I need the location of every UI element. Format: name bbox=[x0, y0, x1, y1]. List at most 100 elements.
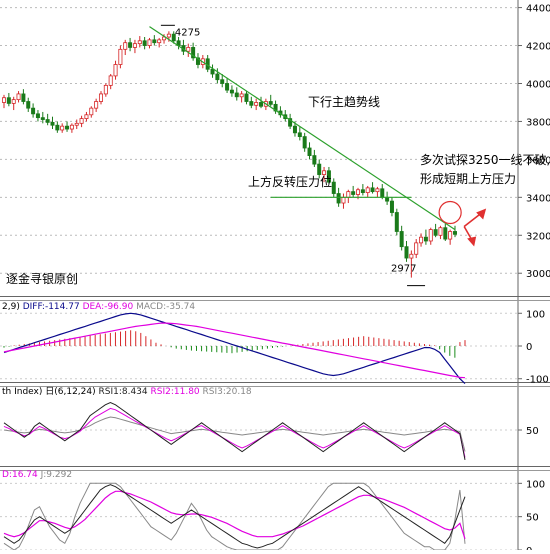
y-tick-label: 3000 bbox=[526, 269, 550, 280]
annotation-low: 2977 bbox=[391, 264, 416, 275]
candle bbox=[186, 47, 191, 52]
y-tick-label: 3200 bbox=[526, 231, 550, 242]
candle bbox=[60, 125, 65, 131]
candle bbox=[31, 107, 36, 115]
y-tick-label: 4000 bbox=[526, 79, 550, 90]
indicator-header: th Index) 日(6,12,24) RSI1:8.434 RSI2:11.… bbox=[2, 386, 252, 397]
candle bbox=[244, 93, 249, 102]
candle bbox=[6, 97, 11, 104]
header-part: MACD:-35.74 bbox=[136, 302, 195, 312]
candle bbox=[16, 93, 21, 101]
candle bbox=[65, 125, 70, 130]
candle bbox=[351, 191, 356, 195]
indicator-header: D:16.74 J:9.292 bbox=[2, 470, 72, 480]
candle bbox=[147, 39, 152, 46]
candle bbox=[292, 125, 297, 134]
candle bbox=[118, 48, 123, 65]
candle bbox=[152, 39, 157, 44]
candle bbox=[322, 170, 327, 175]
candle bbox=[448, 231, 453, 240]
candle bbox=[428, 229, 433, 242]
annotation-resistance: 上方反转压力位 bbox=[248, 174, 332, 189]
candle bbox=[419, 236, 424, 244]
candle bbox=[346, 191, 351, 198]
candle bbox=[103, 84, 108, 95]
y-tick-label: 50 bbox=[526, 513, 539, 524]
candle bbox=[137, 40, 142, 45]
candle bbox=[288, 118, 293, 127]
header-part: J:9.292 bbox=[40, 470, 72, 480]
candle bbox=[452, 231, 457, 235]
candle bbox=[404, 246, 409, 259]
candle bbox=[84, 114, 89, 119]
candle bbox=[2, 97, 7, 103]
candle bbox=[394, 212, 399, 232]
candle bbox=[409, 253, 414, 259]
y-tick-label: 3800 bbox=[526, 117, 550, 128]
candle bbox=[331, 181, 336, 194]
y-tick-label: 0 bbox=[526, 546, 532, 550]
candle bbox=[50, 121, 55, 126]
candle bbox=[220, 79, 225, 84]
candle bbox=[423, 236, 428, 242]
candle bbox=[45, 119, 50, 123]
diff-line bbox=[3, 312, 466, 385]
candle bbox=[94, 101, 99, 109]
rsi2-line bbox=[3, 407, 466, 458]
candle bbox=[399, 231, 404, 248]
candle bbox=[341, 196, 346, 204]
header-part: 2,9) bbox=[2, 302, 23, 312]
candle bbox=[302, 136, 307, 149]
candle bbox=[162, 36, 167, 41]
candle bbox=[40, 117, 45, 120]
candle bbox=[171, 33, 176, 42]
candle bbox=[234, 92, 239, 98]
candle bbox=[123, 42, 128, 50]
annotation-trend: 下行主趋势线 bbox=[308, 95, 380, 109]
header-part: DIFF:-114.77 bbox=[23, 302, 83, 312]
candle bbox=[438, 227, 443, 236]
candle bbox=[370, 187, 375, 193]
candle bbox=[191, 47, 196, 59]
header-part: D:16.74 bbox=[2, 470, 41, 480]
candle bbox=[389, 200, 394, 213]
candle bbox=[79, 118, 84, 124]
candle bbox=[360, 189, 365, 193]
candle bbox=[268, 101, 273, 105]
y-tick-label: 100 bbox=[526, 479, 545, 490]
candle bbox=[55, 124, 60, 131]
candle bbox=[166, 33, 171, 38]
y-tick-label: 4400 bbox=[526, 4, 550, 15]
candle bbox=[157, 39, 162, 44]
candle bbox=[317, 163, 322, 175]
header-part: th Index) 日(6,12,24) bbox=[2, 386, 98, 397]
candle bbox=[11, 99, 16, 104]
watermark-text: 逐金寻银原创 bbox=[6, 271, 78, 286]
candle bbox=[254, 102, 259, 106]
header-part: RSI3:20.18 bbox=[203, 387, 252, 397]
y-tick-label: 3600 bbox=[526, 155, 550, 166]
up-arrow-head bbox=[476, 208, 487, 220]
header-part: DEA:-96.90 bbox=[83, 302, 137, 312]
candle bbox=[89, 107, 94, 116]
candle bbox=[35, 113, 40, 119]
highlight-circle bbox=[438, 200, 462, 225]
candle bbox=[215, 73, 220, 81]
header-part: RSI2:11.80 bbox=[151, 387, 203, 397]
header-part: RSI1:8.434 bbox=[98, 387, 150, 397]
candle bbox=[21, 93, 26, 102]
candle bbox=[229, 89, 234, 94]
annotation-note-line1: 多次试探3250一线不破, bbox=[420, 152, 550, 167]
k-line bbox=[3, 484, 466, 549]
y-tick-label: 4200 bbox=[526, 42, 550, 53]
candle bbox=[259, 102, 264, 107]
dea-line bbox=[3, 322, 466, 379]
candle bbox=[414, 242, 419, 255]
candle bbox=[239, 93, 244, 98]
candle bbox=[225, 83, 230, 91]
down-arrow-head bbox=[467, 236, 477, 247]
y-tick-label: 50 bbox=[526, 426, 539, 437]
candle bbox=[356, 189, 361, 195]
